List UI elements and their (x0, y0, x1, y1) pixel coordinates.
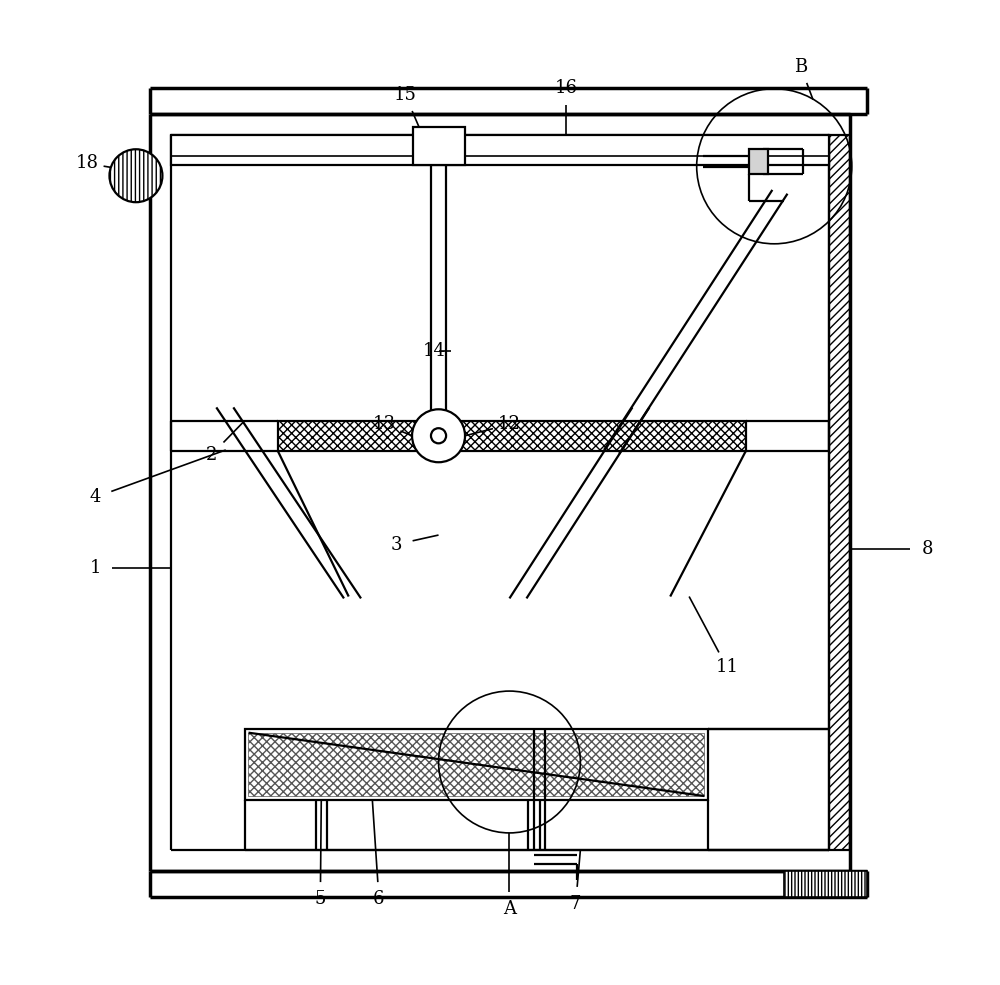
Text: 6: 6 (373, 890, 385, 908)
Circle shape (109, 150, 162, 202)
Polygon shape (245, 729, 708, 800)
Text: 18: 18 (75, 155, 98, 172)
Text: 12: 12 (498, 416, 521, 433)
Text: B: B (794, 58, 807, 76)
Polygon shape (278, 421, 746, 451)
Polygon shape (749, 150, 768, 173)
Polygon shape (784, 871, 867, 897)
Text: 3: 3 (390, 536, 402, 554)
Text: 16: 16 (555, 79, 578, 97)
Text: 4: 4 (90, 489, 101, 506)
Text: A: A (503, 899, 516, 918)
Circle shape (412, 410, 465, 462)
Text: 2: 2 (206, 445, 217, 464)
Polygon shape (171, 135, 829, 165)
Polygon shape (413, 127, 465, 165)
Text: 14: 14 (422, 342, 445, 360)
Text: 5: 5 (315, 890, 326, 908)
Polygon shape (248, 733, 704, 796)
Text: 11: 11 (715, 658, 738, 677)
Circle shape (431, 428, 446, 443)
Text: 8: 8 (922, 540, 933, 558)
Text: 13: 13 (373, 416, 396, 433)
Text: 7: 7 (570, 894, 581, 913)
Text: 1: 1 (90, 559, 101, 577)
Text: 15: 15 (394, 87, 417, 104)
Polygon shape (829, 135, 850, 850)
